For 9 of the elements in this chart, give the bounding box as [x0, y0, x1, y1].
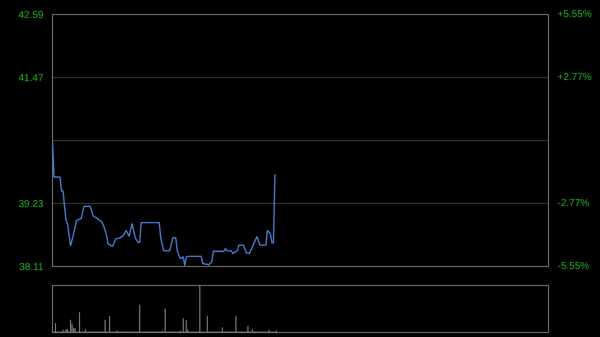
y-tick-label: 42.59	[18, 10, 44, 21]
y-tick-label: 38.11	[19, 262, 44, 273]
line-series	[52, 140, 276, 266]
y-tick-label: 41.47	[18, 73, 44, 84]
y2-tick-label: +5.55%	[558, 9, 592, 20]
y-tick-label: 39.23	[18, 199, 44, 210]
y2-tick-label: -2.77%	[558, 198, 590, 209]
y2-tick-label: -5.55%	[558, 261, 590, 272]
y2-tick-label: +2.77%	[558, 72, 592, 84]
